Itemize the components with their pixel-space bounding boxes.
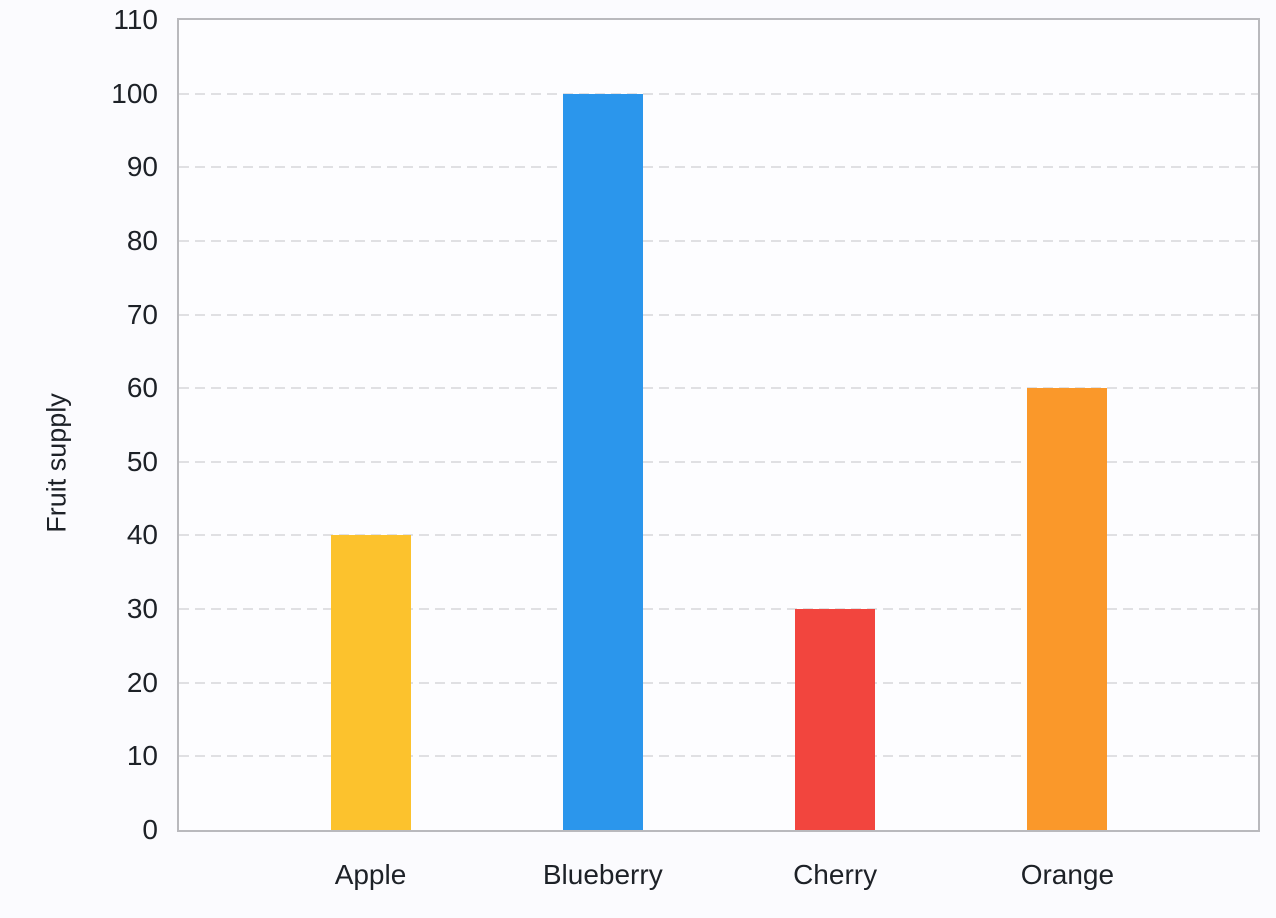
y-axis-tick-labels: 0 10 20 30 40 50 60 70 80 90 100 110: [0, 4, 158, 845]
y-tick-label-50: 50: [126, 445, 158, 477]
y-tick-label-90: 90: [126, 151, 158, 183]
x-tick-label-cherry: Cherry: [793, 859, 878, 890]
bar-cherry: [795, 609, 876, 830]
bar-apple: [330, 535, 411, 830]
y-tick-label-70: 70: [126, 298, 158, 330]
x-tick-label-orange: Orange: [1020, 859, 1115, 890]
y-tick-label-10: 10: [126, 740, 158, 772]
gridline-y-60: [179, 387, 1258, 390]
plot-area: [177, 18, 1260, 832]
gridline-y-70: [179, 313, 1258, 316]
y-tick-label-110: 110: [113, 4, 158, 35]
gridline-y-40: [179, 534, 1258, 537]
x-tick-label-blueberry: Blueberry: [542, 859, 663, 890]
x-axis-category-labels: Apple Blueberry Cherry Orange: [179, 858, 1258, 898]
gridline-y-10: [179, 755, 1258, 758]
gridline-y-80: [179, 239, 1258, 242]
y-tick-label-80: 80: [126, 224, 158, 256]
y-tick-label-100: 100: [111, 77, 158, 109]
y-tick-label-0: 0: [142, 814, 158, 845]
gridline-y-30: [179, 608, 1258, 611]
y-tick-label-20: 20: [126, 666, 158, 698]
y-tick-label-60: 60: [126, 372, 158, 404]
gridline-y-50: [179, 460, 1258, 463]
bar-orange: [1027, 388, 1108, 830]
x-tick-label-apple: Apple: [334, 859, 407, 890]
y-tick-label-40: 40: [126, 519, 158, 551]
bar-blueberry: [562, 93, 643, 830]
gridline-y-20: [179, 681, 1258, 684]
gridline-y-100: [179, 92, 1258, 95]
y-tick-label-30: 30: [126, 593, 158, 625]
gridline-y-90: [179, 166, 1258, 169]
